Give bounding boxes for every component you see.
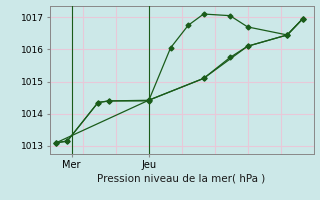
X-axis label: Pression niveau de la mer( hPa ): Pression niveau de la mer( hPa ): [98, 174, 266, 184]
